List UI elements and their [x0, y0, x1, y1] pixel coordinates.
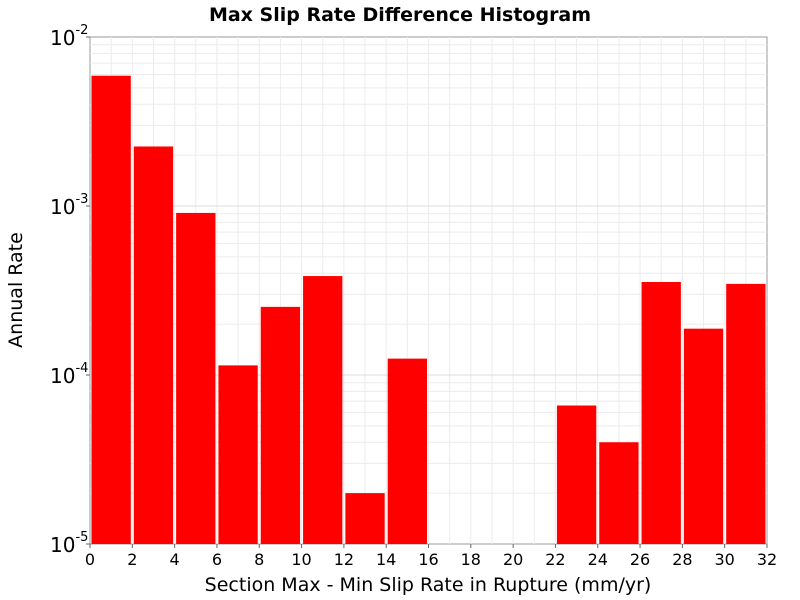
x-tick-label: 20 — [503, 550, 523, 569]
x-axis-label: Section Max - Min Slip Rate in Rupture (… — [205, 574, 652, 596]
x-tick-label: 32 — [757, 550, 777, 569]
y-tick-label: 10-3 — [50, 192, 88, 219]
bar — [218, 365, 258, 544]
y-tick-exponent: -5 — [75, 530, 88, 545]
x-tick-label: 24 — [588, 550, 608, 569]
bar — [303, 276, 343, 544]
bars — [91, 75, 766, 545]
x-tick-label: 16 — [418, 550, 438, 569]
y-tick-label: 10-5 — [50, 530, 88, 557]
bar — [345, 493, 385, 544]
x-tick-label: 10 — [291, 550, 311, 569]
x-tick-label: 30 — [715, 550, 735, 569]
bar — [387, 358, 427, 544]
bar — [556, 405, 597, 544]
y-tick-exponent: -3 — [75, 192, 88, 207]
bar — [260, 306, 301, 544]
bar — [133, 146, 174, 545]
x-axis-ticks: 0 2 4 6 8 10 12 14 16 18 20 22 24 26 28 30 32 — [85, 544, 777, 569]
x-tick-label: 12 — [334, 550, 354, 569]
y-axis-label: Annual Rate — [5, 232, 27, 348]
x-tick-label: 8 — [254, 550, 264, 569]
chart-title: Max Slip Rate Difference Histogram — [209, 4, 591, 26]
x-tick-label: 14 — [376, 550, 396, 569]
y-tick-label: 10-4 — [50, 361, 88, 388]
x-tick-label: 0 — [85, 550, 95, 569]
x-tick-label: 2 — [127, 550, 137, 569]
y-tick-exponent: -2 — [75, 23, 88, 38]
bar — [599, 442, 639, 544]
x-tick-label: 6 — [212, 550, 222, 569]
bar — [641, 282, 681, 544]
x-tick-label: 4 — [170, 550, 180, 569]
x-tick-label: 26 — [630, 550, 650, 569]
y-tick-exponent: -4 — [75, 361, 88, 376]
y-axis-ticks: 10-5 10-4 10-3 10-2 — [50, 23, 90, 557]
bar — [91, 75, 131, 544]
y-tick-label: 10-2 — [50, 23, 88, 50]
x-tick-label: 18 — [461, 550, 481, 569]
bar — [726, 283, 766, 544]
x-tick-label: 22 — [545, 550, 565, 569]
bar — [176, 212, 216, 544]
bar — [683, 328, 724, 544]
x-tick-label: 28 — [672, 550, 692, 569]
